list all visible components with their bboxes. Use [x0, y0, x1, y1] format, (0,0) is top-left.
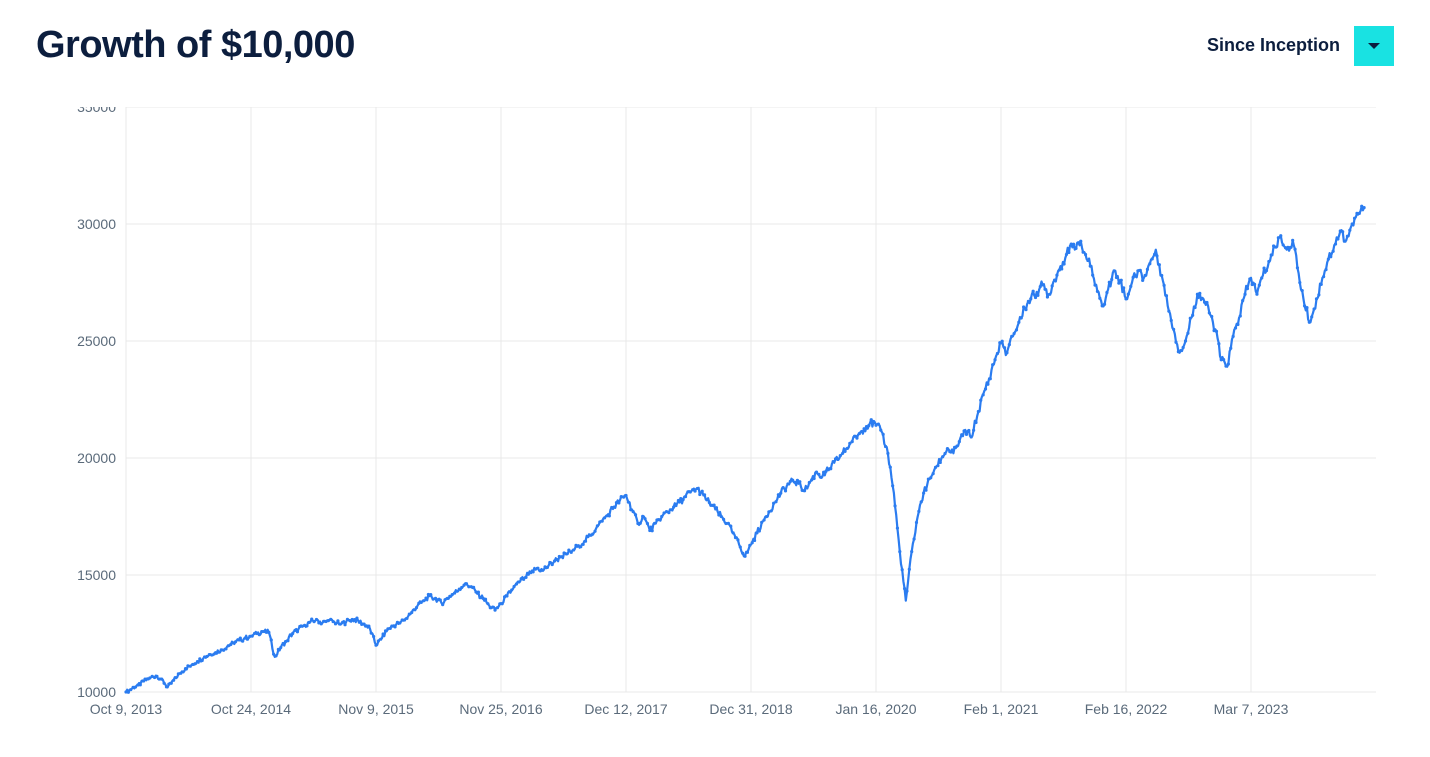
chart-canvas: 10000 15000 20000 25000 30000 35000 Oct 9, 201… — [36, 107, 1394, 737]
period-selector: Since Inception — [1207, 26, 1394, 66]
svg-text:35000: 35000 — [77, 107, 116, 115]
period-dropdown-button[interactable] — [1354, 26, 1394, 66]
svg-text:25000: 25000 — [77, 333, 116, 349]
chart-title: Growth of $10,000 — [36, 24, 355, 67]
svg-text:Jan 16, 2020: Jan 16, 2020 — [836, 701, 917, 717]
svg-text:Oct 24, 2014: Oct 24, 2014 — [211, 701, 291, 717]
svg-text:Nov 9, 2015: Nov 9, 2015 — [338, 701, 414, 717]
svg-text:20000: 20000 — [77, 450, 116, 466]
svg-text:Dec 12, 2017: Dec 12, 2017 — [584, 701, 667, 717]
svg-text:15000: 15000 — [77, 567, 116, 583]
svg-text:Mar 7, 2023: Mar 7, 2023 — [1214, 701, 1289, 717]
svg-text:Dec 31, 2018: Dec 31, 2018 — [709, 701, 792, 717]
period-selector-label: Since Inception — [1207, 35, 1340, 56]
growth-chart: 10000 15000 20000 25000 30000 35000 Oct 9, 201… — [36, 107, 1394, 737]
svg-text:Oct 9, 2013: Oct 9, 2013 — [90, 701, 163, 717]
svg-text:Feb 1, 2021: Feb 1, 2021 — [964, 701, 1039, 717]
svg-text:30000: 30000 — [77, 216, 116, 232]
svg-text:10000: 10000 — [77, 684, 116, 700]
svg-text:Nov 25, 2016: Nov 25, 2016 — [459, 701, 542, 717]
chevron-down-icon — [1367, 41, 1381, 51]
svg-text:Feb 16, 2022: Feb 16, 2022 — [1085, 701, 1168, 717]
chart-header: Growth of $10,000 Since Inception — [36, 24, 1394, 67]
